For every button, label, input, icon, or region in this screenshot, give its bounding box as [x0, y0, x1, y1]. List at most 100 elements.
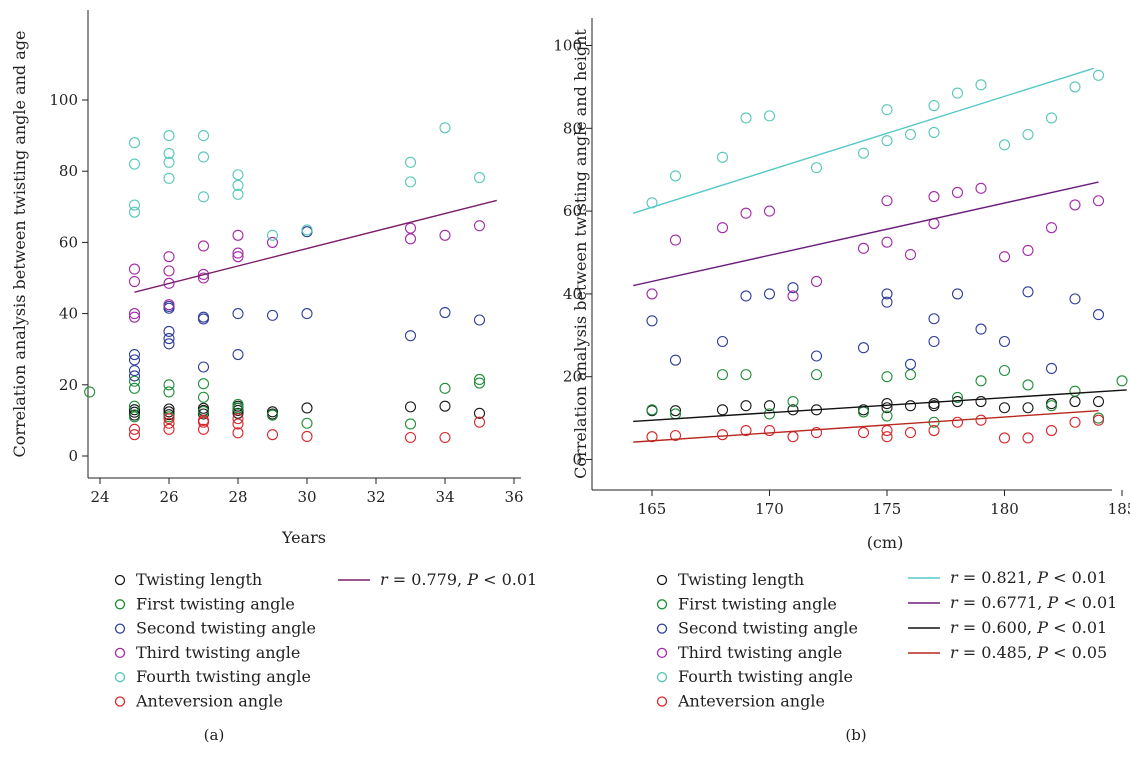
twisting-length-point [266, 406, 279, 418]
fit-legend-r-text: r [950, 593, 959, 612]
fit-legend-rest-text: = 0.600, [958, 618, 1038, 637]
fit-legend-r-text: r [380, 570, 389, 589]
first-point [404, 418, 417, 430]
third-point [787, 290, 799, 302]
fourth-point [128, 199, 141, 211]
x-tick-label: 32 [366, 488, 385, 506]
x-tick-label: 180 [990, 500, 1019, 518]
fourth-point [881, 135, 893, 147]
y-tick-label: 100 [49, 91, 78, 109]
anteversion-point [439, 431, 451, 444]
second-point [669, 354, 682, 366]
second-point [716, 335, 729, 348]
fit-legend-p-text: P [466, 570, 478, 589]
y-tick-label: 0 [68, 447, 78, 465]
second-point [266, 309, 279, 321]
fit-legend-p-rest: < 0.01 [1058, 593, 1117, 612]
x-axis-label: (cm) [867, 533, 904, 552]
twisting-length-point [787, 404, 799, 416]
legend-label: Third twisting angle [678, 643, 842, 662]
anteversion-point [301, 430, 313, 442]
fourth-point [439, 122, 451, 134]
fourth-point [881, 104, 893, 116]
second-point [951, 288, 964, 300]
first-point [266, 409, 279, 421]
legend-marker [656, 574, 668, 586]
third-point [404, 233, 417, 245]
third-point [232, 247, 244, 259]
anteversion-point [740, 424, 752, 437]
third-point [1022, 244, 1034, 256]
fourth-point [473, 172, 486, 184]
third-point [928, 191, 940, 203]
third-point [266, 236, 279, 248]
twisting-length-point [928, 398, 940, 410]
fourth-point [928, 99, 940, 112]
second-point [1069, 293, 1081, 305]
y-tick-label: 80 [563, 119, 582, 137]
twisting-length-point [998, 402, 1011, 414]
fourth-point [232, 169, 244, 181]
fourth-point [1022, 128, 1034, 141]
first-point [763, 408, 776, 420]
third-point [128, 308, 141, 320]
second-point [197, 311, 210, 323]
anteversion-point [197, 423, 210, 435]
legend-label: First twisting angle [136, 594, 295, 613]
twisting-length-point [1069, 395, 1081, 408]
fit-legend-p-text: P [1046, 593, 1058, 612]
fourth-point [763, 110, 776, 122]
third-point [163, 265, 175, 277]
fourth-point [1045, 112, 1058, 124]
regression-line [633, 181, 1099, 287]
fourth-point [266, 229, 279, 241]
first-point [881, 410, 893, 422]
first-point [232, 402, 244, 414]
third-point [197, 268, 210, 280]
anteversion-point [881, 424, 893, 437]
second-point [928, 335, 940, 348]
x-tick-label: 170 [755, 500, 784, 518]
y-tick-label: 80 [59, 162, 78, 180]
first-point [128, 375, 141, 387]
fourth-point [128, 137, 141, 149]
first-point [1092, 412, 1105, 424]
fourth-point [1069, 81, 1081, 93]
third-point [669, 234, 682, 246]
twisting-length-point [439, 400, 451, 412]
fourth-point [163, 130, 175, 142]
fourth-point [128, 206, 141, 218]
fit-legend-rest-text: = 0.485, [958, 643, 1038, 662]
fourth-point [951, 87, 964, 99]
fourth-point [904, 128, 917, 141]
twisting-length-point [404, 401, 417, 413]
fourth-point [128, 158, 141, 170]
second-point [1092, 309, 1105, 321]
third-point [998, 251, 1011, 263]
fit-legend-p-text: P [1036, 568, 1048, 587]
first-point [810, 369, 823, 381]
first-point [740, 369, 752, 381]
second-point [128, 365, 141, 377]
fourth-point [197, 151, 210, 163]
twisting-length-point [881, 402, 893, 414]
first-point [232, 398, 244, 410]
anteversion-point [163, 423, 175, 435]
twisting-length-point [163, 406, 175, 418]
first-point [197, 378, 210, 390]
anteversion-point [857, 427, 870, 439]
second-point [163, 325, 175, 337]
legend-marker [114, 623, 126, 634]
legend-label: Fourth twisting angle [678, 667, 853, 686]
fit-legend-r-text: r [950, 568, 959, 587]
twisting-length-point [301, 402, 313, 414]
y-tick-label: 60 [59, 233, 78, 251]
legend-label: First twisting angle [678, 594, 837, 613]
anteversion-point [1069, 416, 1081, 428]
second-point [232, 308, 244, 320]
first-point [439, 382, 451, 394]
y-tick-label: 100 [553, 37, 582, 55]
anteversion-point [787, 431, 799, 443]
third-point [473, 220, 486, 232]
legend-marker [114, 647, 126, 659]
